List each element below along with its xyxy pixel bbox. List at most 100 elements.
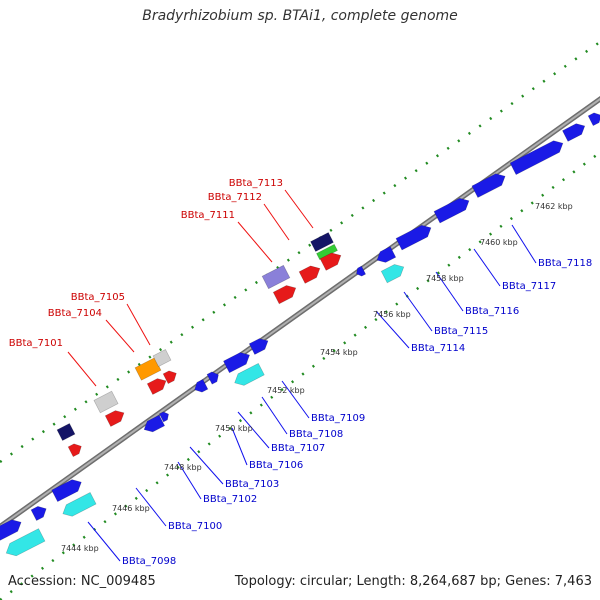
gene-reverse-8-shape	[587, 112, 600, 127]
gene-reverse-2	[30, 506, 47, 521]
gene-bbta-7102-shape	[143, 414, 166, 433]
leader-bbta-7102	[177, 461, 202, 500]
gene-reverse-3-shape	[51, 479, 82, 503]
leader-bbta-7108	[261, 396, 288, 435]
label-bbta-7116: BBta_7116	[465, 306, 519, 317]
gene-reverse-7	[562, 123, 586, 142]
gene-forward-3-shape	[104, 410, 125, 427]
gene-forward-3	[104, 410, 125, 427]
ruler-tick-label: 7456 kbp	[373, 310, 411, 319]
leader-bbta-7104	[105, 319, 135, 353]
gene-forward-1-shape	[56, 423, 76, 441]
gene-bbta-7106	[223, 352, 250, 374]
ruler-tick-label: 7458 kbp	[426, 274, 464, 283]
gene-reverse-4	[158, 411, 169, 423]
gene-bbta-7098-shape	[5, 528, 46, 557]
ruler-tick-label: 7460 kbp	[480, 238, 518, 247]
outer-track-dots	[0, 40, 600, 464]
gene-reverse-7-shape	[562, 123, 586, 142]
gene-bbta-7100	[62, 492, 97, 517]
gene-reverse-1	[0, 519, 22, 544]
ruler-tick-label: 7448 kbp	[164, 463, 202, 472]
gene-reverse-5	[206, 371, 219, 385]
leader-bbta-7103	[189, 446, 224, 485]
gene-forward-6	[298, 265, 321, 284]
gene-forward-4-shape	[146, 378, 167, 395]
label-bbta-7118: BBta_7118	[538, 258, 592, 269]
backbone-highlight	[0, 97, 600, 528]
label-bbta-7104: BBta_7104	[48, 308, 102, 319]
leader-bbta-7117	[473, 248, 501, 287]
leader-bbta-7112	[263, 203, 290, 241]
gene-bbta-7111	[261, 264, 291, 290]
leader-bbta-7109	[281, 380, 310, 419]
gene-forward-5-shape	[162, 370, 177, 385]
gene-bbta-7105-shape	[152, 349, 172, 367]
gene-bbta-7103-shape	[194, 378, 209, 393]
gene-forward-5	[162, 370, 177, 385]
gene-bbta-7108-shape	[234, 362, 265, 386]
leader-bbta-7105	[126, 303, 151, 346]
map-title: Bradyrhizobium sp. BTAi1, complete genom…	[142, 8, 458, 24]
gene-bbta-7109	[356, 265, 367, 277]
ruler-tick-label: 7462 kbp	[535, 202, 573, 211]
gene-reverse-4-shape	[158, 411, 169, 423]
label-bbta-7102: BBta_7102	[203, 494, 257, 505]
leader-bbta-7114	[375, 310, 410, 349]
gene-bbta-7108	[234, 362, 265, 386]
label-bbta-7101: BBta_7101	[9, 338, 63, 349]
leader-bbta-7113	[284, 189, 314, 229]
leader-bbta-7115	[403, 291, 433, 332]
gene-forward-2-shape	[67, 443, 82, 458]
gene-bbta-7111-shape	[261, 264, 291, 290]
gene-bbta-7116	[433, 197, 470, 224]
label-bbta-7103: BBta_7103	[225, 479, 279, 490]
gene-reverse-2-shape	[30, 506, 47, 521]
leader-bbta-7118	[511, 224, 537, 264]
genome-summary-text: Topology: circular; Length: 8,264,687 bp…	[234, 574, 592, 589]
gene-bbta-7105	[152, 349, 172, 367]
gene-reverse-3	[51, 479, 82, 503]
label-bbta-7114: BBta_7114	[411, 343, 465, 354]
leader-bbta-7106	[231, 427, 248, 466]
gene-forward-8	[319, 252, 342, 271]
label-bbta-7107: BBta_7107	[271, 443, 325, 454]
gene-bbta-7115	[395, 224, 432, 251]
gene-reverse-6	[376, 246, 397, 263]
leader-bbta-7116	[435, 271, 464, 312]
leader-bbta-7100	[135, 487, 167, 527]
ruler-tick-label: 7454 kbp	[320, 348, 358, 357]
gene-bbta-7114	[380, 264, 405, 284]
label-bbta-7106: BBta_7106	[249, 460, 303, 471]
gene-reverse-6-shape	[376, 246, 397, 263]
gene-bbta-7112	[272, 285, 297, 305]
gene-reverse-5-shape	[206, 371, 219, 385]
gene-bbta-7115-shape	[395, 224, 432, 251]
label-bbta-7105: BBta_7105	[71, 292, 125, 303]
label-bbta-7111: BBta_7111	[181, 210, 235, 221]
label-bbta-7115: BBta_7115	[434, 326, 488, 337]
label-bbta-7109: BBta_7109	[311, 413, 365, 424]
gene-bbta-7109-shape	[356, 265, 367, 277]
gene-bbta-7102	[143, 414, 166, 433]
gene-bbta-7100-shape	[62, 492, 97, 517]
gene-bbta-7117-shape	[471, 173, 506, 198]
gene-reverse-1-shape	[0, 519, 22, 544]
ruler-tick-label: 7446 kbp	[112, 504, 150, 513]
gene-bbta-7098	[5, 528, 46, 557]
gene-forward-8-shape	[319, 252, 342, 271]
gene-bbta-7107-shape	[248, 338, 269, 355]
leader-bbta-7111	[237, 221, 273, 263]
ruler-tick-label: 7444 kbp	[61, 544, 99, 553]
leader-bbta-7098	[87, 521, 121, 562]
gene-bbta-7113	[310, 232, 334, 252]
gene-bbta-7118	[509, 140, 564, 175]
gene-bbta-7114-shape	[380, 264, 405, 284]
gene-forward-1	[56, 423, 76, 441]
gene-bbta-7107	[248, 338, 269, 355]
leader-bbta-7101	[67, 351, 97, 387]
inner-track-dots	[0, 150, 600, 600]
label-bbta-7100: BBta_7100	[168, 521, 222, 532]
